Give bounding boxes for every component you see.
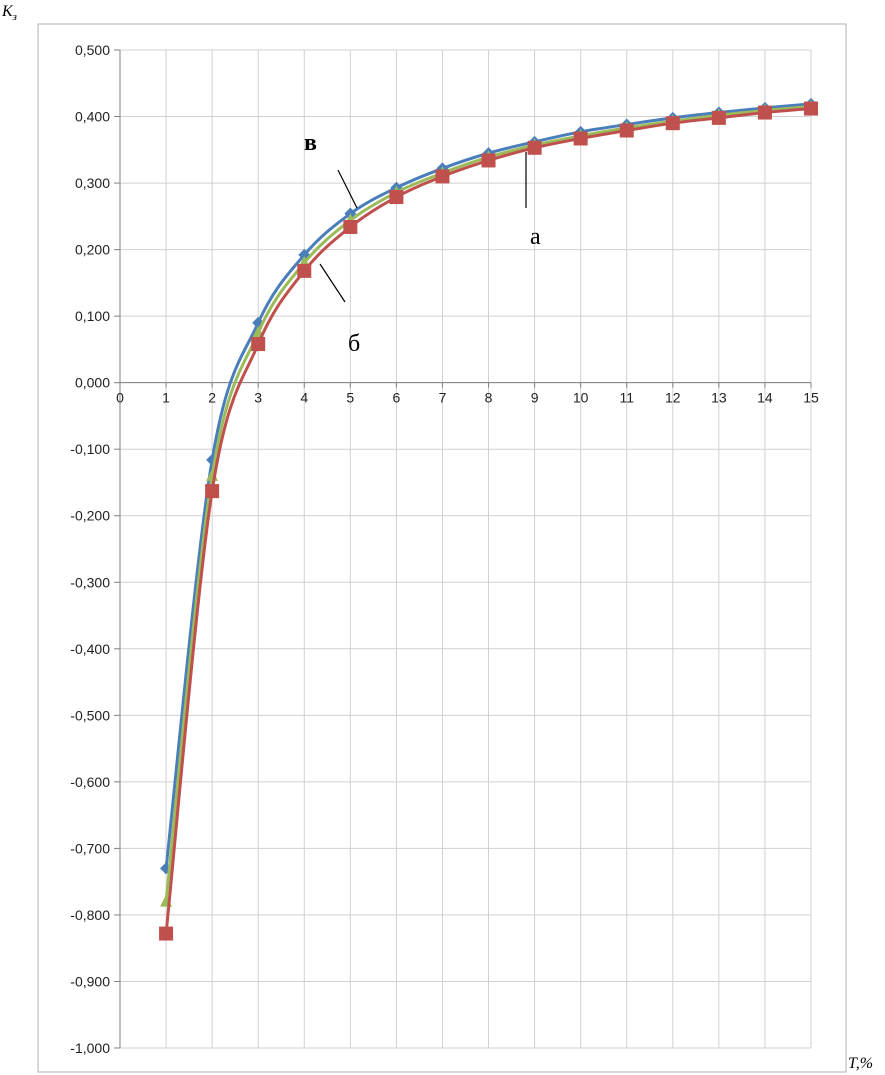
y-tick-labels: 0,500 0,400 0,300 0,200 0,100 0,000 -0,100 -0,2… (70, 42, 110, 1056)
square-marker (527, 140, 542, 155)
y-tick-label: -1,000 (70, 1040, 110, 1056)
y-axis-title: Kз (1, 3, 17, 23)
series-3 (159, 101, 818, 941)
x-tick-label: 3 (254, 390, 262, 406)
square-marker (619, 123, 634, 138)
y-tick-label: -0,100 (70, 441, 110, 457)
annotation-label-v: в (304, 130, 317, 156)
y-tick-label: -0,800 (70, 907, 110, 923)
axes (114, 49, 812, 1049)
square-marker (159, 926, 174, 941)
y-tick-label: 0,500 (75, 42, 110, 58)
x-tick-label: 15 (803, 390, 819, 406)
y-tick-label: 0,300 (75, 175, 110, 191)
annotation-leader-v (337, 169, 358, 209)
x-tick-label: 5 (346, 390, 354, 406)
x-tick-label: 12 (665, 390, 681, 406)
x-tick-label: 14 (757, 390, 773, 406)
x-tick-label: 6 (393, 390, 401, 406)
annotation-leader-b (319, 263, 346, 303)
y-tick-label: -0,300 (70, 574, 110, 590)
square-marker (343, 219, 358, 234)
square-marker (757, 105, 772, 120)
y-tick-label: -0,200 (70, 508, 110, 524)
annotations: в б а (304, 130, 541, 357)
x-tick-label: 2 (208, 390, 216, 406)
x-axis-title: T,% (848, 1055, 873, 1072)
square-marker (573, 131, 588, 146)
square-marker (389, 190, 404, 205)
x-tick-label: 0 (116, 390, 124, 406)
square-marker (481, 153, 496, 168)
y-tick-label: 0,000 (75, 375, 110, 391)
y-tick-label: 0,400 (75, 109, 110, 125)
y-tick-label: -0,900 (70, 973, 110, 989)
x-tick-label: 10 (573, 390, 589, 406)
x-tick-label: 1 (162, 390, 170, 406)
y-tick-label: 0,200 (75, 242, 110, 258)
annotation-label-a: а (530, 224, 541, 250)
x-tick-label: 8 (485, 390, 493, 406)
y-tick-label: -0,700 (70, 840, 110, 856)
square-marker (297, 263, 312, 278)
y-tick-label: -0,400 (70, 641, 110, 657)
annotation-label-b: б (348, 331, 360, 357)
square-marker (251, 337, 266, 352)
chart-frame (37, 23, 847, 1073)
square-marker (205, 484, 220, 499)
series-layer (159, 97, 818, 941)
square-marker (435, 169, 450, 184)
square-marker (665, 116, 680, 131)
x-tick-label: 11 (619, 390, 634, 406)
y-tick-label: -0,500 (70, 707, 110, 723)
x-tick-label: 13 (711, 390, 727, 406)
x-tick-label: 4 (300, 390, 308, 406)
y-tick-label: 0,100 (75, 308, 110, 324)
x-tick-label: 9 (531, 390, 539, 406)
grid (120, 49, 812, 1049)
x-tick-labels: 0 1 2 3 4 5 6 7 8 9 10 11 12 13 14 15 (116, 390, 819, 406)
square-marker (804, 101, 818, 116)
square-marker (711, 110, 726, 125)
x-tick-label: 7 (439, 390, 447, 406)
y-tick-label: -0,600 (70, 774, 110, 790)
